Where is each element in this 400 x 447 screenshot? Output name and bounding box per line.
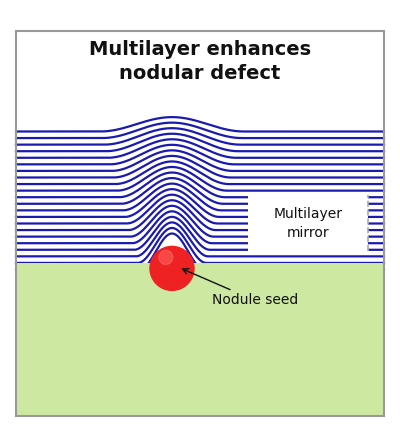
Text: Multilayer enhances
nodular defect: Multilayer enhances nodular defect — [89, 40, 311, 83]
Circle shape — [150, 246, 194, 291]
Circle shape — [159, 250, 173, 265]
Text: Nodule seed: Nodule seed — [182, 269, 298, 308]
Text: Multilayer
mirror: Multilayer mirror — [274, 207, 342, 240]
Text: Substrate: Substrate — [156, 334, 244, 353]
Bar — [16, 263, 384, 416]
Bar — [16, 270, 384, 416]
Bar — [248, 195, 368, 252]
